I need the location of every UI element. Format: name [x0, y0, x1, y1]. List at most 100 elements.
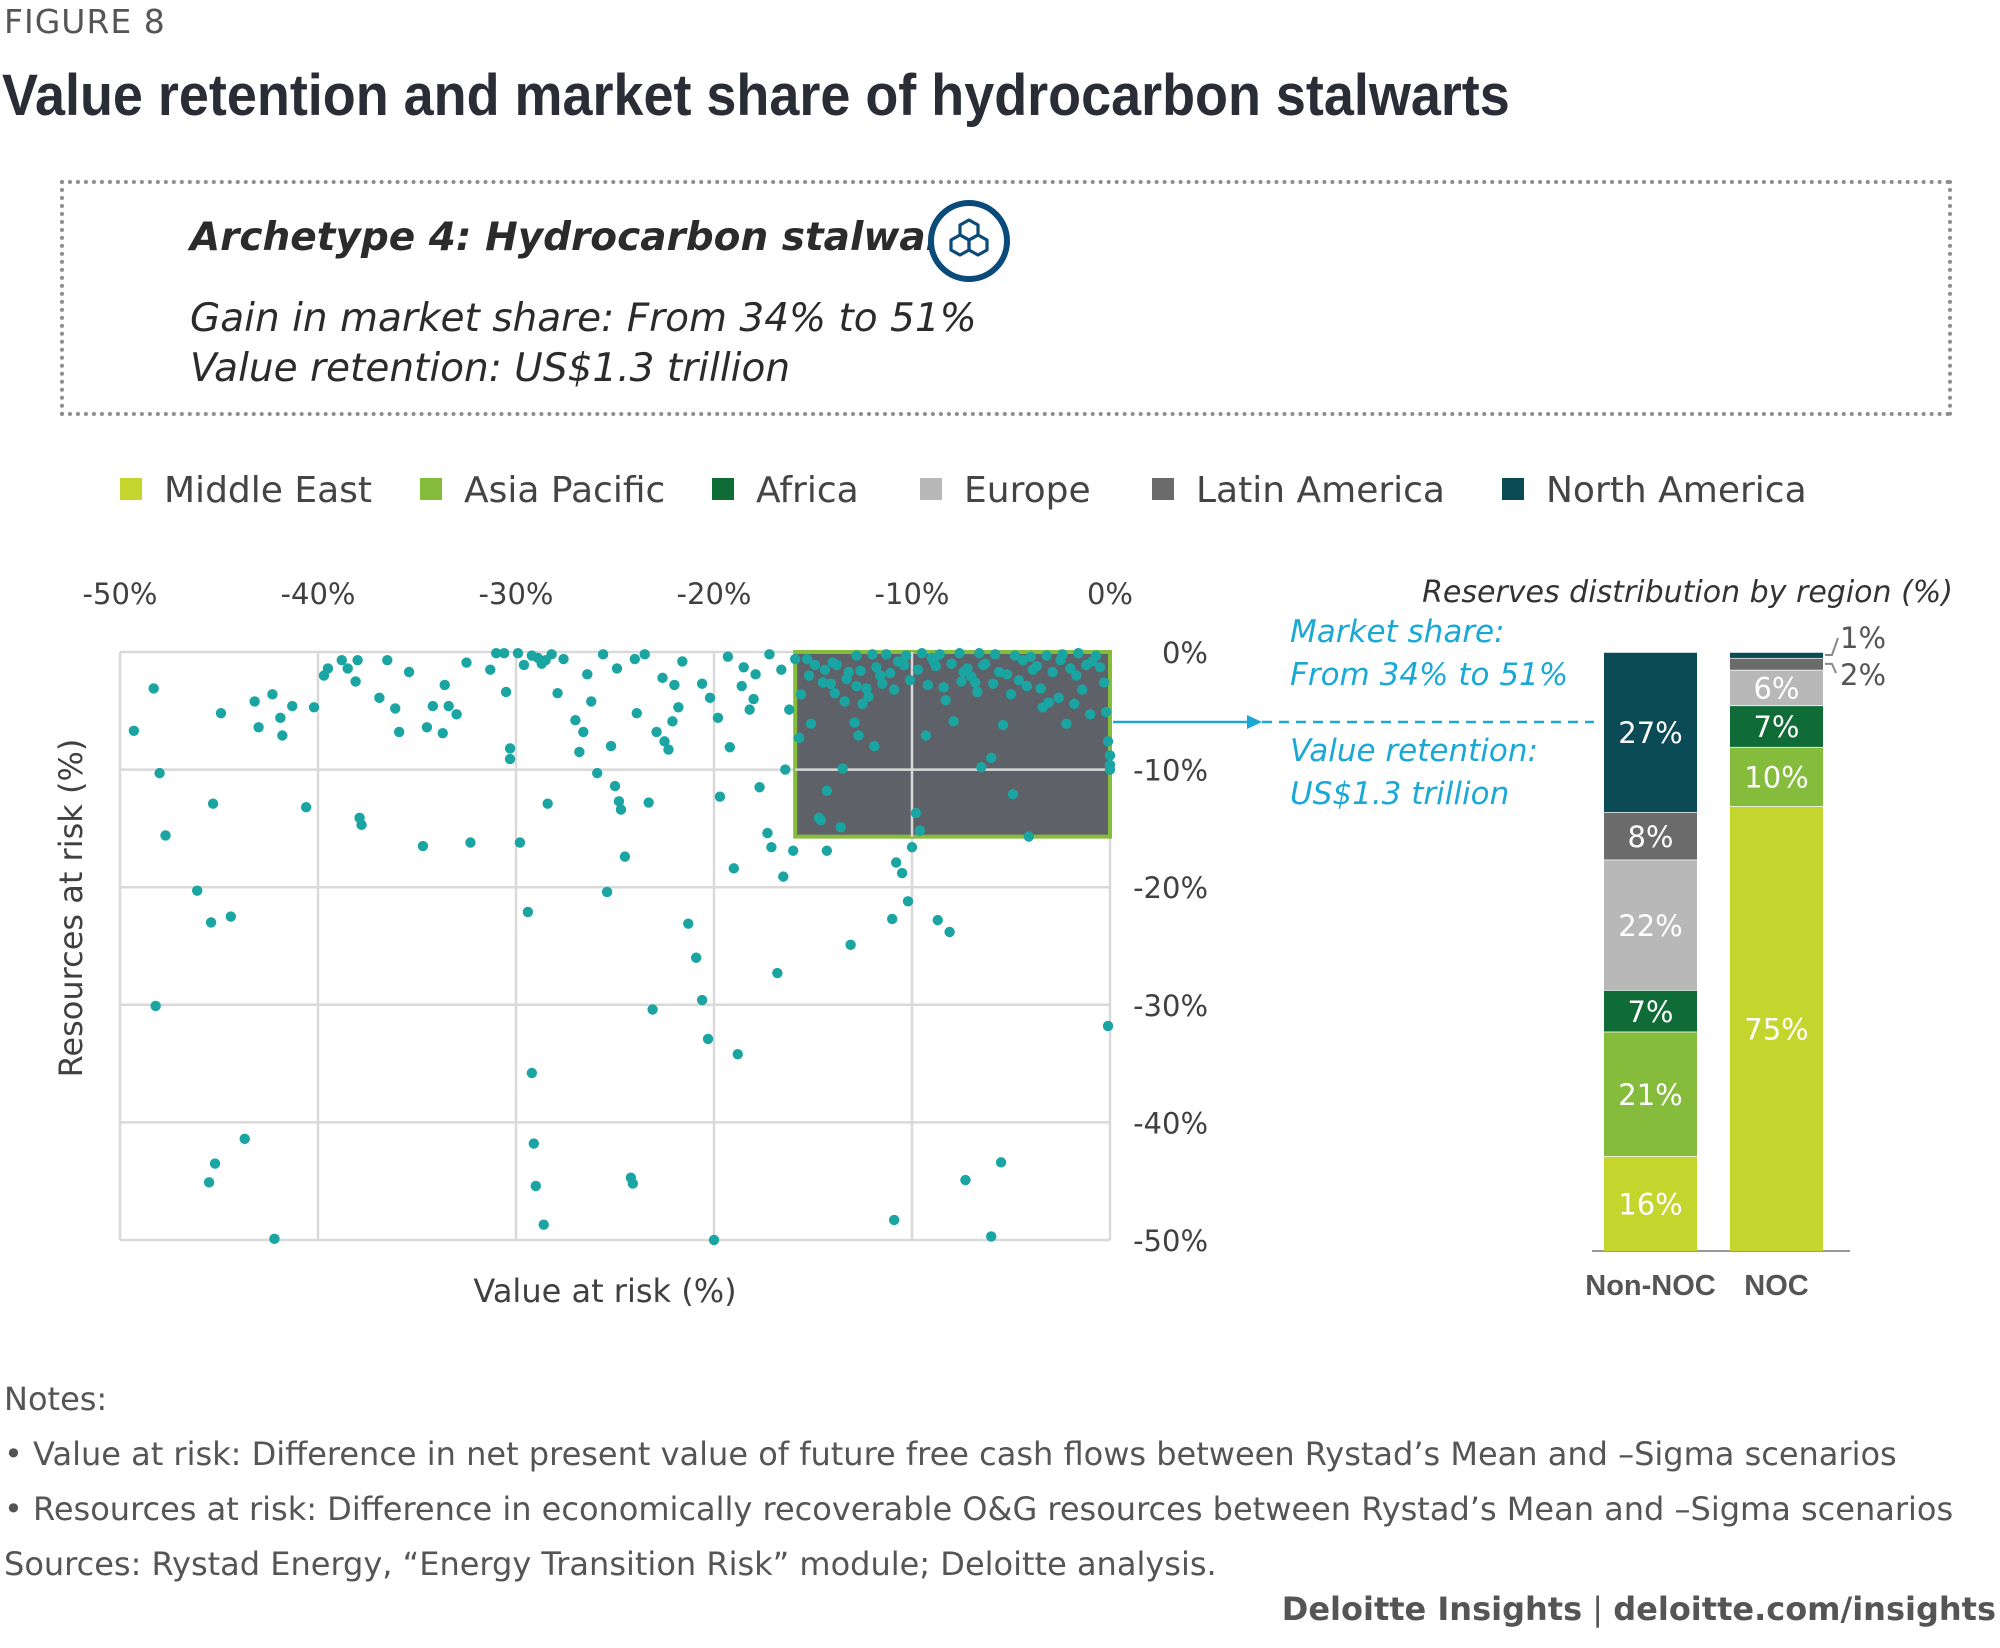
data-point	[764, 649, 775, 660]
data-point	[611, 663, 623, 674]
data-point	[148, 683, 159, 694]
legend-label: North America	[1546, 470, 1807, 511]
data-point	[356, 819, 367, 831]
data-point	[748, 693, 759, 705]
data-point	[885, 667, 896, 679]
data-point	[910, 807, 922, 819]
data-point	[673, 702, 684, 713]
data-point	[776, 664, 787, 675]
data-point	[528, 1138, 540, 1149]
data-point	[1073, 647, 1084, 659]
data-point	[277, 730, 288, 741]
data-point	[1007, 789, 1019, 800]
data-point	[851, 650, 862, 661]
data-point	[805, 718, 817, 729]
data-point	[841, 673, 852, 685]
legend-label: Asia Pacific	[464, 470, 666, 511]
data-point	[500, 686, 512, 698]
data-point	[898, 659, 910, 671]
data-point	[1090, 650, 1102, 661]
data-point	[831, 659, 842, 671]
data-point	[207, 798, 219, 809]
data-point	[1065, 663, 1076, 674]
data-point	[631, 707, 642, 719]
data-point	[972, 686, 983, 698]
data-point	[954, 647, 965, 659]
legend-item-asia-pacific: Asia Pacific	[420, 470, 665, 511]
data-point	[795, 689, 807, 700]
data-point	[160, 830, 171, 841]
data-point	[819, 664, 831, 675]
data-point	[512, 647, 524, 659]
annotation-arrowhead	[1247, 715, 1262, 729]
bar-category-label: NOC	[1744, 1270, 1809, 1302]
legend-label: Middle East	[164, 470, 373, 511]
data-point	[772, 967, 783, 979]
data-point	[887, 913, 898, 925]
data-point	[154, 767, 165, 779]
data-point	[845, 939, 856, 951]
data-point	[1104, 764, 1116, 775]
data-point	[421, 722, 433, 733]
y-tick-label: -10%	[1133, 754, 1208, 788]
footer: Deloitte Insights | deloitte.com/insight…	[1282, 1590, 1996, 1628]
data-point	[702, 1033, 714, 1045]
data-point	[912, 664, 924, 675]
data-point	[485, 664, 496, 675]
bar-value-label: 21%	[1618, 1078, 1682, 1112]
data-point	[1023, 831, 1035, 842]
footer-link[interactable]: deloitte.com/insights	[1613, 1590, 1996, 1628]
bar-segment	[1730, 669, 1823, 706]
data-point	[352, 655, 363, 666]
data-point	[1041, 650, 1052, 661]
hydrocarbon-molecule-icon	[926, 198, 1012, 284]
bar-value-label: 8%	[1627, 820, 1673, 854]
bar-segment	[1730, 806, 1823, 1251]
bar-segment	[1604, 812, 1697, 860]
data-point	[597, 649, 609, 660]
data-point	[904, 675, 916, 686]
data-point	[667, 716, 678, 727]
data-point	[762, 827, 773, 839]
data-point	[829, 687, 840, 699]
legend-swatch	[120, 478, 142, 500]
data-point	[906, 842, 918, 853]
x-tick-label: -30%	[479, 577, 554, 611]
data-point	[128, 725, 140, 736]
data-point	[956, 676, 967, 687]
annotation-market-share-value: From 34% to 51%	[1290, 657, 1568, 693]
y-tick-label: -50%	[1133, 1224, 1208, 1258]
legend-swatch	[920, 478, 942, 500]
data-point	[639, 649, 650, 660]
data-point	[542, 798, 553, 809]
x-axis-label: Value at risk (%)	[473, 1272, 736, 1310]
data-point	[336, 655, 347, 666]
data-point	[724, 742, 736, 753]
data-point	[558, 653, 569, 665]
data-point	[696, 678, 708, 689]
data-point	[993, 666, 1005, 678]
note-value-at-risk: • Value at risk: Difference in net prese…	[4, 1435, 1897, 1473]
data-point	[1021, 680, 1033, 692]
bar-value-label: 27%	[1618, 716, 1682, 750]
data-point	[989, 649, 1001, 660]
data-point	[403, 666, 415, 678]
data-point	[801, 653, 813, 665]
data-point	[514, 837, 526, 848]
data-point	[1035, 683, 1046, 694]
data-point	[803, 670, 815, 681]
data-point	[192, 885, 203, 896]
legend-label: Latin America	[1196, 470, 1445, 511]
data-point	[269, 1233, 280, 1245]
data-point	[978, 659, 989, 671]
data-point	[342, 663, 353, 674]
data-point	[863, 691, 874, 702]
data-point	[605, 740, 617, 752]
data-point	[960, 1174, 971, 1186]
x-tick-label: -10%	[875, 577, 950, 611]
data-point	[821, 845, 833, 856]
bar-value-label: 2%	[1840, 658, 1886, 692]
data-point	[930, 660, 941, 672]
bar-chart-title: Reserves distribution by region (%)	[1422, 575, 1953, 610]
data-point	[374, 692, 385, 704]
